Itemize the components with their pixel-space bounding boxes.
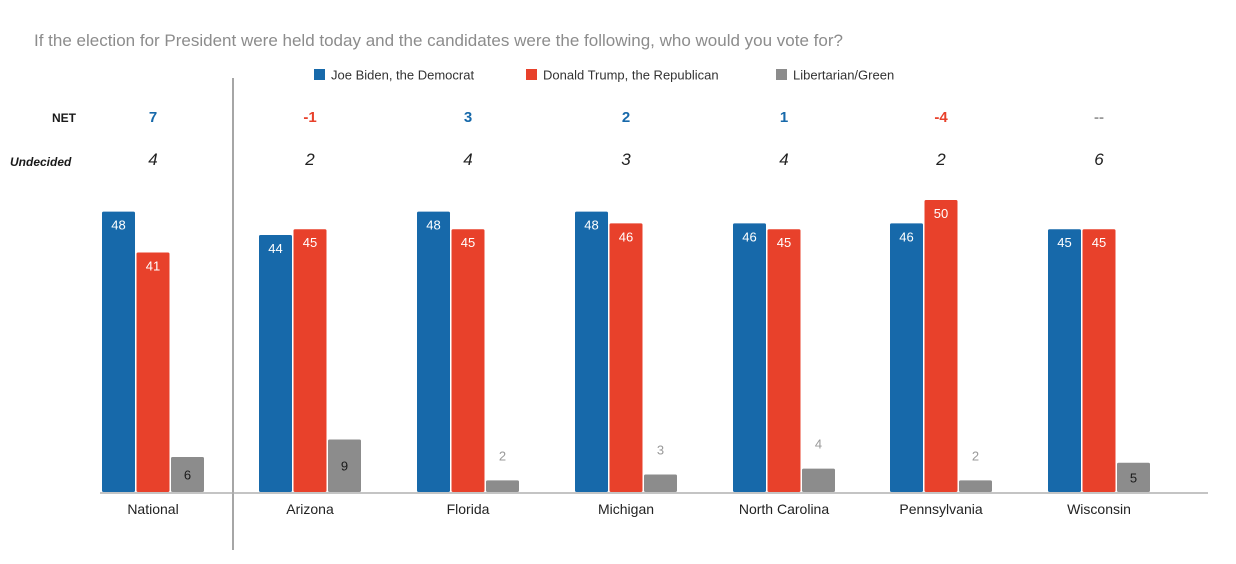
chart-title: If the election for President were held … <box>34 31 843 50</box>
bar-other-north-carolina <box>802 468 835 492</box>
bar-trump-florida <box>451 229 485 492</box>
legend-label-other: Libertarian/Green <box>793 68 894 83</box>
bar-other-pennsylvania <box>959 480 992 492</box>
bar-label-biden-michigan: 48 <box>584 218 598 233</box>
net-value-pennsylvania: -4 <box>934 109 948 126</box>
bar-label-other-national: 6 <box>184 467 191 482</box>
undecided-value-national: 4 <box>148 150 157 169</box>
net-value-michigan: 2 <box>622 109 630 126</box>
net-value-wisconsin: -- <box>1094 109 1104 126</box>
bar-label-trump-arizona: 45 <box>303 235 317 250</box>
bar-trump-wisconsin <box>1082 229 1116 492</box>
category-label-national: National <box>127 501 178 517</box>
net-row-label: NET <box>52 111 77 125</box>
bar-label-biden-florida: 48 <box>426 218 440 233</box>
category-label-wisconsin: Wisconsin <box>1067 501 1131 517</box>
net-value-national: 7 <box>149 109 157 126</box>
bar-other-florida <box>486 480 519 492</box>
category-label-arizona: Arizona <box>286 501 334 517</box>
bar-label-trump-wisconsin: 45 <box>1092 235 1106 250</box>
bar-label-trump-michigan: 46 <box>619 229 633 244</box>
bar-biden-north-carolina <box>733 223 766 493</box>
bar-other-wisconsin <box>1117 462 1150 492</box>
bar-biden-wisconsin <box>1048 229 1081 492</box>
legend-label-trump: Donald Trump, the Republican <box>543 68 719 83</box>
net-value-north-carolina: 1 <box>780 109 788 126</box>
legend-swatch-other <box>776 69 787 80</box>
undecided-value-michigan: 3 <box>621 150 631 169</box>
bar-label-other-wisconsin: 5 <box>1130 470 1137 485</box>
bar-biden-michigan <box>575 211 608 492</box>
legend-swatch-biden <box>314 69 325 80</box>
bar-label-biden-north-carolina: 46 <box>742 229 756 244</box>
bar-biden-arizona <box>259 235 292 493</box>
legend-swatch-trump <box>526 69 537 80</box>
undecided-value-arizona: 2 <box>304 150 315 169</box>
category-label-north-carolina: North Carolina <box>739 501 829 517</box>
bar-trump-north-carolina <box>767 229 801 492</box>
bar-label-other-north-carolina: 4 <box>815 437 822 452</box>
bar-trump-arizona <box>293 229 327 492</box>
net-value-florida: 3 <box>464 109 472 126</box>
bar-biden-pennsylvania <box>890 223 923 493</box>
bar-other-michigan <box>644 474 677 492</box>
bar-biden-florida <box>417 211 450 492</box>
bar-trump-pennsylvania <box>924 200 958 492</box>
undecided-row-label: Undecided <box>10 155 72 169</box>
bar-label-trump-north-carolina: 45 <box>777 235 791 250</box>
bar-label-biden-national: 48 <box>111 218 125 233</box>
legend-label-biden: Joe Biden, the Democrat <box>331 68 474 83</box>
bar-label-other-florida: 2 <box>499 448 506 463</box>
bar-label-biden-pennsylvania: 46 <box>899 229 913 244</box>
bar-label-trump-national: 41 <box>146 259 160 274</box>
bar-label-biden-arizona: 44 <box>268 241 282 256</box>
bar-trump-michigan <box>609 223 643 493</box>
chart-legend: Joe Biden, the Democrat Donald Trump, the… <box>314 68 894 83</box>
net-value-arizona: -1 <box>303 109 316 126</box>
bar-label-other-pennsylvania: 2 <box>972 448 979 463</box>
undecided-value-pennsylvania: 2 <box>935 150 946 169</box>
undecided-value-florida: 4 <box>463 150 472 169</box>
bar-trump-national <box>136 252 170 492</box>
category-label-pennsylvania: Pennsylvania <box>899 501 982 517</box>
bar-label-trump-florida: 45 <box>461 235 475 250</box>
bar-other-arizona <box>328 439 361 492</box>
undecided-value-north-carolina: 4 <box>779 150 788 169</box>
category-label-florida: Florida <box>447 501 490 517</box>
bar-biden-national <box>102 211 135 492</box>
category-label-michigan: Michigan <box>598 501 654 517</box>
bar-label-biden-wisconsin: 45 <box>1057 235 1071 250</box>
bar-label-other-michigan: 3 <box>657 442 664 457</box>
bar-other-national <box>171 456 204 492</box>
bar-label-trump-pennsylvania: 50 <box>934 206 948 221</box>
undecided-value-wisconsin: 6 <box>1094 150 1104 169</box>
bar-label-other-arizona: 9 <box>341 459 348 474</box>
